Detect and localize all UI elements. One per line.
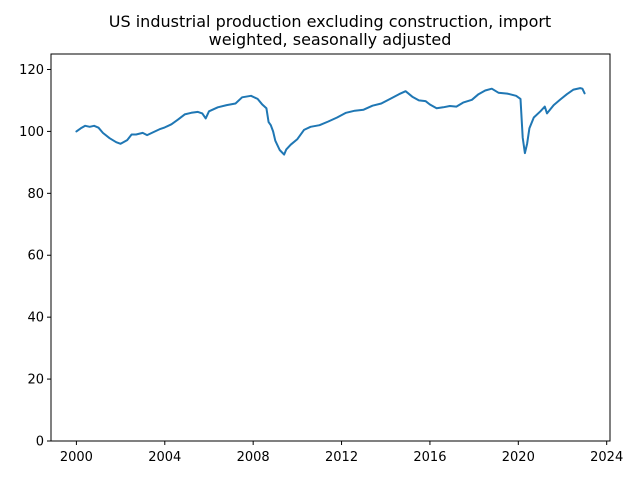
plot-frame xyxy=(50,53,611,442)
chart-title-line-2: weighted, seasonally adjusted xyxy=(209,30,452,49)
y-tick-label: 120 xyxy=(19,63,44,78)
x-tick-label: 2024 xyxy=(590,450,623,465)
y-axis: 0 20 40 60 80 100 120 xyxy=(19,63,51,450)
y-tick-label: 40 xyxy=(27,311,44,326)
x-tick-label: 2016 xyxy=(413,450,446,465)
y-tick-label: 20 xyxy=(27,373,44,388)
x-tick-label: 2004 xyxy=(148,450,181,465)
x-tick-label: 2012 xyxy=(325,450,358,465)
y-tick-label: 60 xyxy=(27,249,44,264)
y-tick-label: 100 xyxy=(19,125,44,140)
y-tick-label: 80 xyxy=(27,187,44,202)
x-tick-label: 2020 xyxy=(502,450,535,465)
x-axis: 2000 2004 2008 2012 2016 2020 2024 xyxy=(60,441,623,465)
x-tick-label: 2000 xyxy=(60,450,93,465)
series-line-0 xyxy=(75,87,586,156)
x-tick-label: 2008 xyxy=(237,450,270,465)
chart-title-line-1: US industrial production excluding const… xyxy=(109,12,551,31)
plot-area xyxy=(75,87,586,156)
y-tick-label: 0 xyxy=(36,435,44,450)
